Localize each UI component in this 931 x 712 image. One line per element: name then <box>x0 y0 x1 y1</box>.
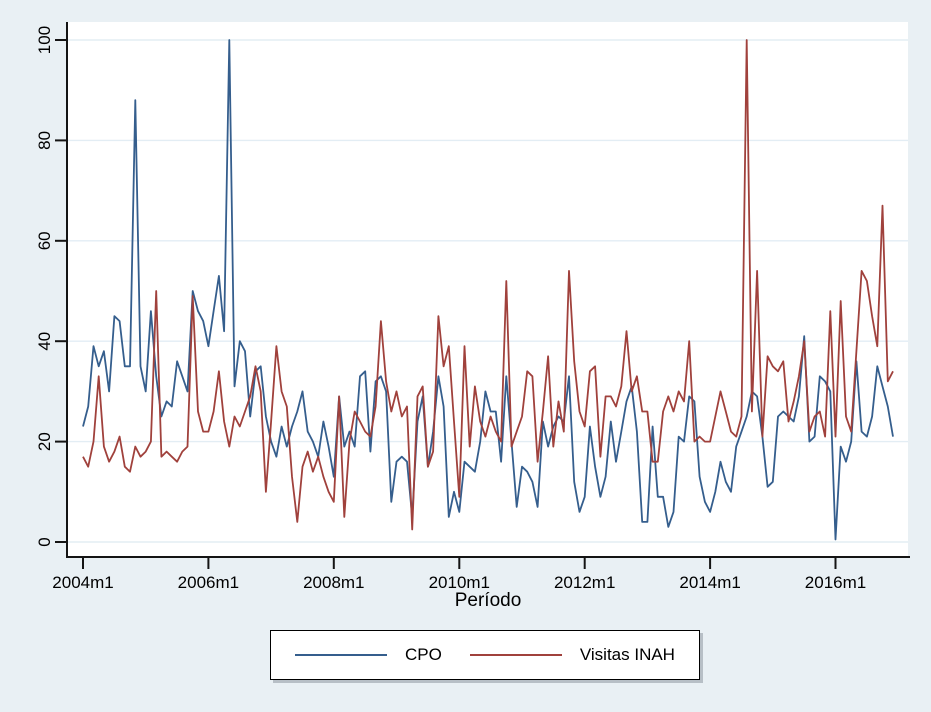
y-tick-label-40: 40 <box>35 332 54 351</box>
series-line-visitas-inah <box>82 39 894 531</box>
x-axis-ticks: 2004m1 2006m1 2008m1 2010m1 2012m1 2014m1 2016… <box>52 557 866 592</box>
cpo-line-sample <box>295 654 388 656</box>
y-tick-label-0: 0 <box>35 537 54 546</box>
legend-item-visitas-inah: Visitas INAH <box>469 645 675 665</box>
x-axis-title: Período <box>455 590 522 611</box>
visitas-inah-line-sample <box>469 654 562 656</box>
plot-area <box>68 22 908 557</box>
data-series <box>82 39 894 541</box>
x-tick-label-2014m1: 2014m1 <box>679 573 740 592</box>
legend: CPO Visitas INAH <box>270 630 700 680</box>
x-tick-label-2008m1: 2008m1 <box>303 573 364 592</box>
axes <box>66 22 910 558</box>
x-tick-label-2012m1: 2012m1 <box>554 573 615 592</box>
visitas-inah-legend-label: Visitas INAH <box>579 645 675 664</box>
x-tick-label-2010m1: 2010m1 <box>429 573 490 592</box>
cpo-legend-label: CPO <box>405 645 442 664</box>
series-line-cpo <box>82 39 894 541</box>
x-tick-label-2016m1: 2016m1 <box>805 573 866 592</box>
y-tick-label-20: 20 <box>35 432 54 451</box>
legend-item-cpo: CPO <box>295 645 442 665</box>
y-tick-label-80: 80 <box>35 131 54 150</box>
x-tick-label-2004m1: 2004m1 <box>52 573 113 592</box>
y-axis-ticks: 0 20 40 60 80 100 <box>35 26 67 547</box>
y-tick-label-100: 100 <box>35 26 54 54</box>
x-tick-label-2006m1: 2006m1 <box>178 573 239 592</box>
y-tick-label-60: 60 <box>35 231 54 250</box>
